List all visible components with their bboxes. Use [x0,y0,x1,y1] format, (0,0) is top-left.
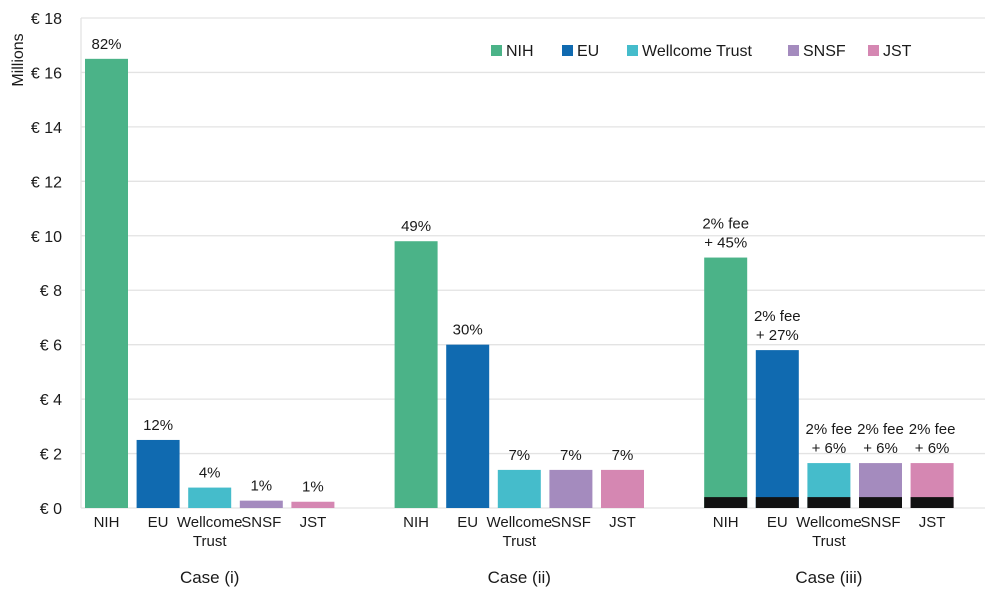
x-tick-label: SNSF [860,514,900,531]
data-label: + 45% [704,235,747,252]
x-tick-label: NIH [403,514,429,531]
data-label: + 6% [863,440,898,457]
legend-label: EU [577,43,599,60]
y-tick-label: € 12 [31,174,62,191]
bar-eu [136,439,180,508]
y-tick-label: € 4 [40,392,62,409]
data-label: 2% fee [806,421,853,438]
legend-label: SNSF [803,43,846,60]
y-tick-label: € 10 [31,229,62,246]
data-label: 2% fee [909,421,956,438]
bar-fee-segment [755,497,799,508]
group-label: Case (iii) [795,568,862,587]
legend-swatch-wellcome-trust [627,45,638,56]
data-label: + 27% [756,327,799,344]
bar-nih [394,241,438,508]
y-tick-label: € 6 [40,338,62,355]
x-tick-label: SNSF [551,514,591,531]
x-tick-label: SNSF [241,514,281,531]
bar-jst [291,501,335,508]
legend: NIH EU Wellcome Trust SNSF JST [491,43,912,60]
x-tick-label: Wellcome [796,514,862,531]
x-tick-label: EU [148,514,169,531]
bar-snsf [239,500,283,508]
x-tick-label: EU [457,514,478,531]
data-label: 1% [302,479,324,496]
bar-nih [704,257,748,508]
x-tick-label: JST [919,514,946,531]
data-label: 2% fee [754,308,801,325]
data-label: 82% [91,36,121,53]
y-tick-label: € 14 [31,120,62,137]
x-tick-label: Trust [193,533,227,550]
x-tick-label: NIH [94,514,120,531]
x-tick-label: NIH [713,514,739,531]
x-tick-label: Trust [812,533,846,550]
data-label: 4% [199,465,221,482]
y-tick-label: € 16 [31,65,62,82]
x-tick-label: JST [300,514,327,531]
bar-fee-segment [859,497,902,508]
bar-eu [755,350,799,508]
bar-fee-segment [910,497,954,508]
group-label: Case (ii) [488,568,551,587]
legend-swatch-nih [491,45,502,56]
y-tick-label: € 8 [40,283,62,300]
x-tick-label: Wellcome [177,514,243,531]
data-label: 2% fee [857,421,904,438]
data-label: 2% fee [702,216,749,233]
data-label: + 6% [812,440,847,457]
legend-swatch-eu [562,45,573,56]
bar-wellcome-trust [497,469,541,508]
bar-eu [446,344,490,508]
data-label: 7% [508,447,530,464]
bar-snsf [549,469,593,508]
legend-label: NIH [506,43,534,60]
gridlines [80,17,985,509]
x-tick-label: JST [609,514,636,531]
data-label: 30% [453,322,483,339]
group-label: Case (i) [180,568,240,587]
x-tick-label: EU [767,514,788,531]
x-tick-label: Trust [502,533,536,550]
bar-jst [601,469,644,508]
bar-fee-segment [807,497,851,508]
legend-label: JST [883,43,912,60]
data-label: + 6% [915,440,950,457]
y-tick-label: € 0 [40,501,62,518]
x-tick-label: Wellcome [487,514,553,531]
data-label: 49% [401,218,431,235]
y-axis: € 0 € 2 € 4 € 6 € 8 € 10 € 12 € 14 € 16 € 18 [31,11,62,518]
y-axis-title: Millions [10,33,27,86]
bar-nih [85,58,128,508]
data-label: 12% [143,417,173,434]
bar-fee-segment [704,497,748,508]
legend-swatch-snsf [788,45,799,56]
legend-swatch-jst [868,45,879,56]
data-label: 7% [612,447,634,464]
bars: 82% 12% 4% 1% 1% 49% 30% 7% 7% 7% 2% fee + 45% 2% fe… [85,36,955,508]
data-label: 7% [560,447,582,464]
y-tick-label: € 2 [40,447,62,464]
x-axis: NIH EU Wellcome Trust SNSF JST Case (i) NIH EU We… [94,514,946,587]
bar-wellcome-trust [188,487,232,508]
data-label: 1% [250,478,272,495]
y-tick-label: € 18 [31,11,62,28]
legend-label: Wellcome Trust [642,43,753,60]
